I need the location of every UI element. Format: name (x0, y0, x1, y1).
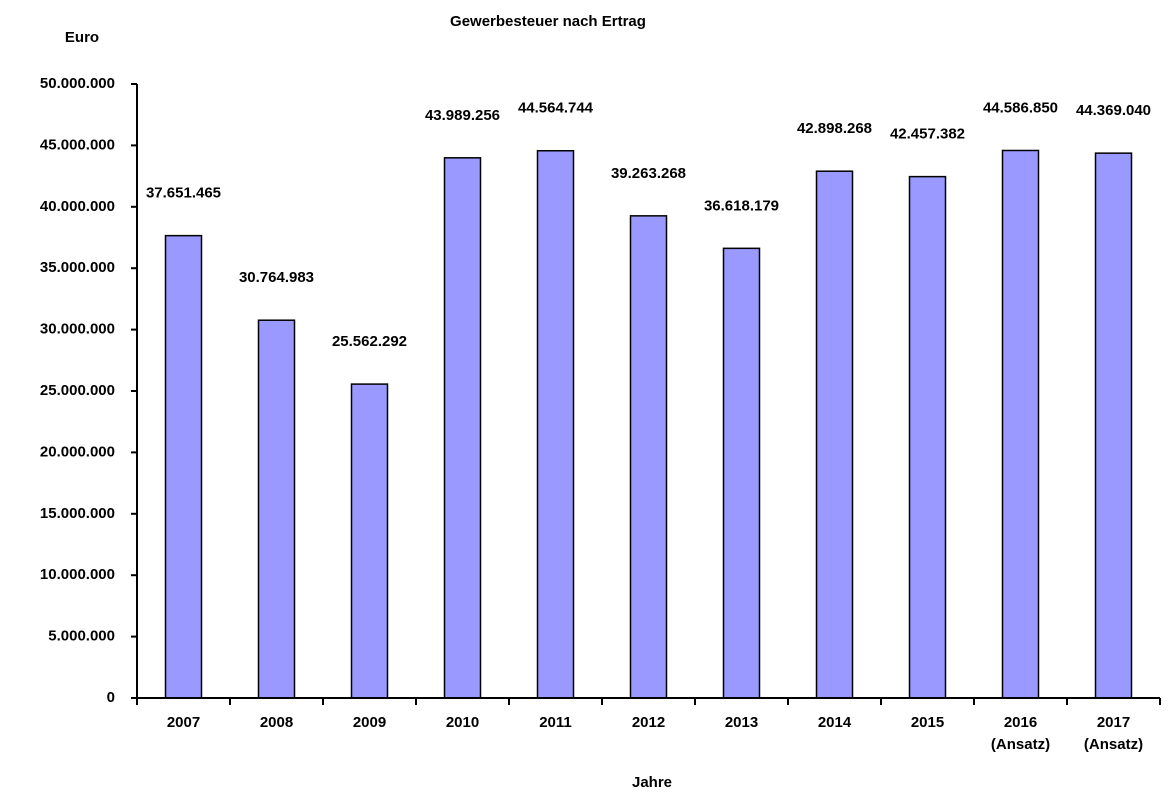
value-label: 43.989.256 (425, 107, 500, 124)
x-tick-label: 2008 (259, 714, 294, 731)
value-label: 30.764.983 (239, 269, 314, 286)
y-tick-label: 40.000.000 (40, 198, 115, 215)
y-tick-label: 15.000.000 (40, 505, 115, 522)
value-label: 44.369.040 (1076, 102, 1151, 119)
bar (815, 170, 854, 699)
value-label: 44.586.850 (983, 99, 1058, 116)
x-tick-label: 2010 (445, 714, 480, 731)
bar (629, 215, 668, 699)
x-axis-label: Jahre (632, 774, 672, 791)
value-label: 44.564.744 (518, 100, 594, 117)
y-tick-label: 45.000.000 (40, 136, 115, 153)
y-tick-label: 10.000.000 (40, 566, 115, 583)
chart-title: Gewerbesteuer nach Ertrag (450, 13, 646, 30)
bar (350, 383, 389, 699)
y-tick-label: 50.000.000 (40, 75, 115, 92)
x-tick-label: 2017 (Ansatz) (1083, 714, 1144, 753)
x-tick-label: 2009 (352, 714, 387, 731)
bar (1001, 149, 1040, 699)
y-tick-label: 5.000.000 (48, 628, 115, 645)
value-label: 42.457.382 (890, 126, 965, 143)
y-axis-label: Euro (65, 29, 99, 46)
bar (536, 149, 575, 699)
bar (164, 234, 203, 699)
bar (1094, 152, 1133, 699)
y-tick-label: 0 (107, 689, 115, 706)
value-label: 25.562.292 (332, 333, 407, 350)
x-tick-label: 2014 (817, 714, 852, 731)
bar (443, 157, 482, 699)
value-label: 37.651.465 (146, 185, 221, 202)
bar (257, 319, 296, 699)
y-tick-label: 25.000.000 (40, 382, 115, 399)
x-tick-label: 2016 (Ansatz) (990, 714, 1051, 753)
x-tick-label: 2011 (539, 714, 572, 731)
x-tick-label: 2015 (910, 714, 945, 731)
y-tick-label: 20.000.000 (40, 443, 115, 460)
y-tick-label: 35.000.000 (40, 259, 115, 276)
value-label: 42.898.268 (797, 120, 872, 137)
bar (722, 247, 761, 699)
x-tick-label: 2007 (166, 714, 201, 731)
x-tick-label: 2012 (631, 714, 666, 731)
value-label: 39.263.268 (611, 165, 686, 182)
value-label: 36.618.179 (704, 197, 779, 214)
bar (908, 175, 947, 699)
y-tick-label: 30.000.000 (40, 321, 115, 338)
x-tick-label: 2013 (724, 714, 759, 731)
